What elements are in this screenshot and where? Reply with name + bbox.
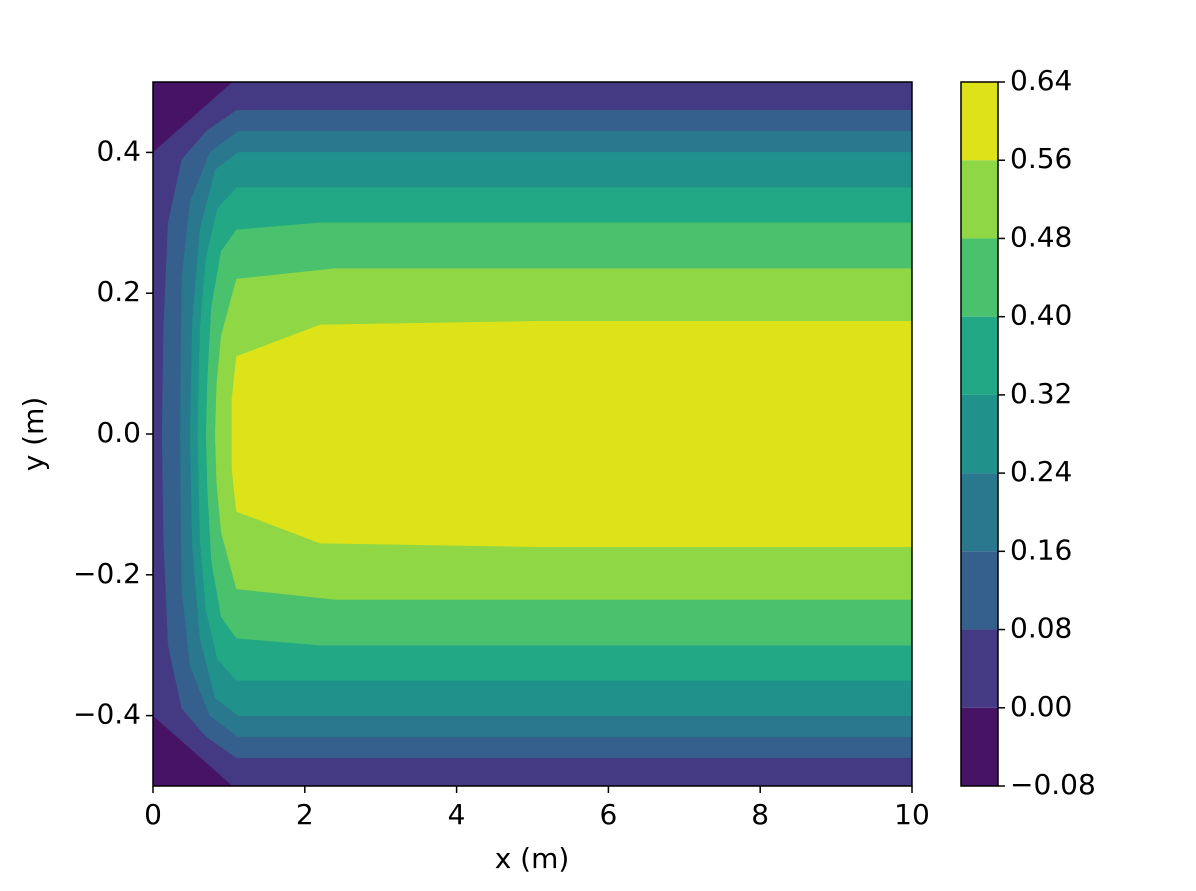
colorbar-tick-label: 0.40 [1010, 299, 1072, 332]
colorbar-frame [960, 81, 999, 787]
colorbar-band [961, 82, 998, 161]
y-tick-label: 0.2 [96, 275, 141, 308]
colorbar-band [961, 473, 998, 552]
y-tick-label: −0.2 [73, 557, 141, 590]
colorbar-tick-label: 0.64 [1010, 64, 1072, 97]
y-tick-label: −0.4 [73, 698, 141, 731]
contour-region [231, 321, 913, 547]
colorbar-band [961, 629, 998, 708]
y-tick-label: 0.4 [96, 134, 141, 167]
colorbar-tick-label: 0.24 [1010, 455, 1072, 488]
x-tick-label: 2 [296, 798, 314, 831]
colorbar-band [961, 551, 998, 630]
colorbar-band [961, 238, 998, 317]
x-tick-label: 0 [144, 798, 162, 831]
colorbar-tick-label: 0.32 [1010, 377, 1072, 410]
x-axis-label: x (m) [495, 842, 570, 875]
x-tick-label: 4 [448, 798, 466, 831]
x-tick-label: 10 [894, 798, 930, 831]
colorbar-tick-label: 0.00 [1010, 690, 1072, 723]
colorbar-tick-label: −0.08 [1010, 768, 1096, 801]
colorbar-tick-label: 0.56 [1010, 142, 1072, 175]
colorbar-band [961, 160, 998, 239]
x-tick-label: 6 [599, 798, 617, 831]
colorbar-band [961, 394, 998, 474]
y-axis-label: y (m) [17, 397, 50, 472]
colorbar-tick-label: 0.08 [1010, 612, 1072, 645]
colorbar-band [961, 707, 998, 786]
colorbar-band [961, 316, 998, 395]
x-tick-label: 8 [751, 798, 769, 831]
colorbar-tick-label: 0.48 [1010, 220, 1072, 253]
colorbar-tick-label: 0.16 [1010, 533, 1072, 566]
y-tick-label: 0.0 [96, 416, 141, 449]
